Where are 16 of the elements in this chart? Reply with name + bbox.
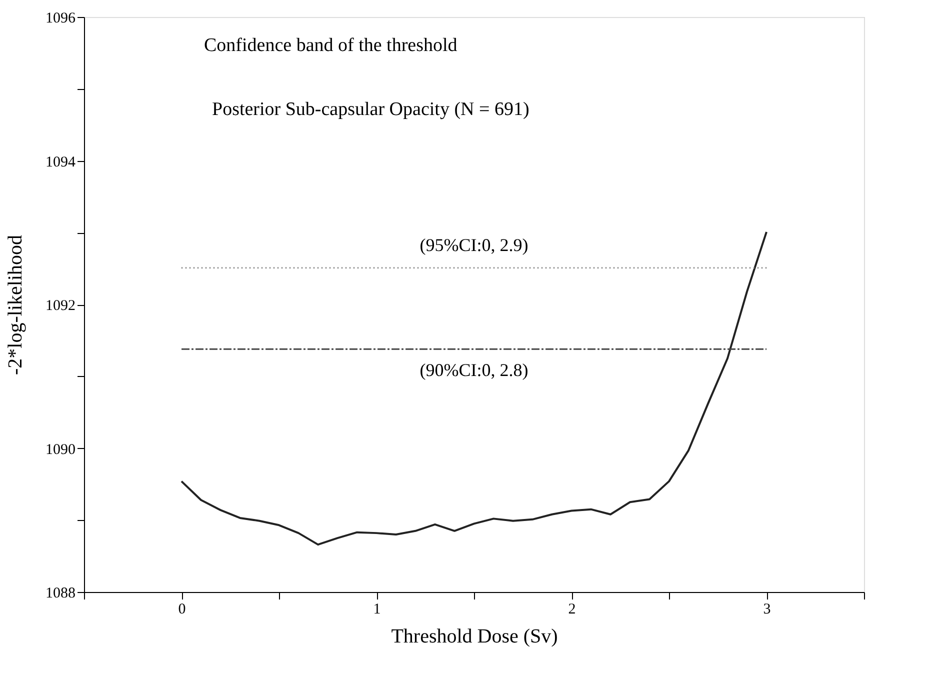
y-tick-label: 1088 xyxy=(46,586,76,602)
x-axis-title: Threshold Dose (Sv) xyxy=(391,626,558,648)
y-tick-label: 1090 xyxy=(46,442,76,458)
x-tick-label: 2 xyxy=(568,602,576,618)
x-tick-label: 1 xyxy=(373,602,381,618)
y-axis-title: -2*log-likelihood xyxy=(4,235,26,375)
x-tick-label: 0 xyxy=(178,602,186,618)
y-tick-label: 1092 xyxy=(46,298,76,314)
y-tick-label: 1096 xyxy=(46,10,76,26)
text: Posterior Sub-capsular Opacity (N = 691) xyxy=(212,99,530,120)
text: Confidence band of the threshold xyxy=(204,35,458,56)
annotation: (90%CI:0, 2.8) xyxy=(420,360,528,380)
x-tick-label: 3 xyxy=(763,602,771,618)
annotation: (95%CI:0, 2.9) xyxy=(420,234,528,255)
y-tick-label: 1094 xyxy=(46,154,76,170)
line-series xyxy=(180,230,768,546)
